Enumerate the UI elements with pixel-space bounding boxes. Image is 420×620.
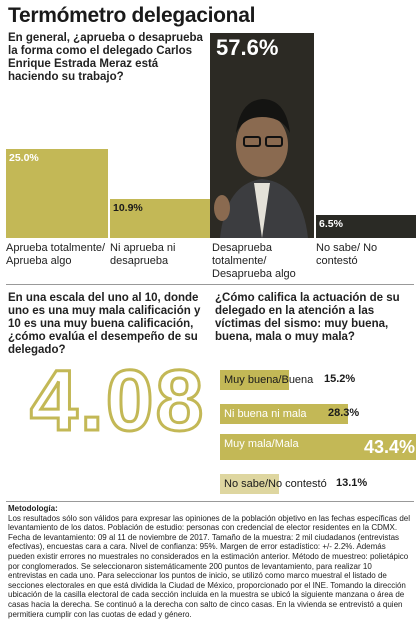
hbar-category-label: Muy mala/Mala [224, 438, 299, 450]
bar: 6.5% [316, 215, 416, 238]
hbar-row: No sabe/No contestó 13.1% [220, 474, 416, 494]
methodology-note: Metodología: Los resultados sólo son vál… [8, 504, 412, 619]
section-divider [6, 501, 414, 502]
question-score: En una escala del uno al 10, donde uno e… [8, 292, 201, 356]
page-title: Termómetro delegacional [8, 4, 256, 27]
methodology-text: Los resultados sólo son válidos para exp… [8, 513, 411, 619]
bar: 10.9% [110, 199, 210, 238]
hbar-value-label: 28.3% [328, 407, 360, 419]
bar: 25.0% [6, 149, 108, 238]
hbar [220, 370, 289, 390]
hbar-value-label: 13.1% [336, 477, 368, 489]
section-divider [6, 284, 414, 285]
hbar-row: Muy mala/Mala 43.4% [220, 434, 416, 460]
delegate-portrait-icon [210, 33, 314, 238]
question-approval: En general, ¿aprueba o desaprueba la for… [8, 32, 203, 83]
bar-value-label: 6.5% [319, 218, 343, 230]
hbar-value-label: 43.4% [364, 437, 416, 457]
hbar [220, 404, 348, 424]
hbar-category-label: Ni buena ni mala [224, 408, 307, 420]
hbar [220, 434, 416, 460]
category-label: Aprueba totalmente/ Aprueba algo [6, 242, 106, 267]
bar-value-label: 25.0% [9, 152, 39, 164]
bar-value-label: 10.9% [113, 202, 143, 214]
hbar [220, 474, 279, 494]
category-label: Ni aprueba ni desaprueba [110, 242, 176, 267]
hbar-row: Ni buena ni mala 28.3% [220, 404, 416, 424]
hbar-category-label: No sabe/No contestó [224, 478, 327, 490]
earthquake-response-chart: Muy buena/Buena 15.2% Ni buena ni mala 28.3… [220, 364, 416, 498]
score-value: 4.08 [28, 352, 206, 451]
question-earthquake: ¿Cómo califica la actuación de su delega… [215, 292, 400, 343]
bar-value-label: 57.6% [216, 35, 279, 60]
hbar-value-label: 15.2% [324, 373, 356, 385]
category-label: No sabe/ No contestó [316, 242, 378, 267]
category-label: Desaprueba totalmente/ Desaprueba algo [212, 242, 296, 280]
hbar-row: Muy buena/Buena 15.2% [220, 370, 416, 390]
delegate-photo: 57.6% [210, 33, 314, 238]
hbar-category-label: Muy buena/Buena [224, 374, 314, 386]
methodology-heading: Metodología: [8, 504, 58, 513]
approval-bar-chart: 25.0% 10.9% 6.5% [6, 148, 416, 238]
